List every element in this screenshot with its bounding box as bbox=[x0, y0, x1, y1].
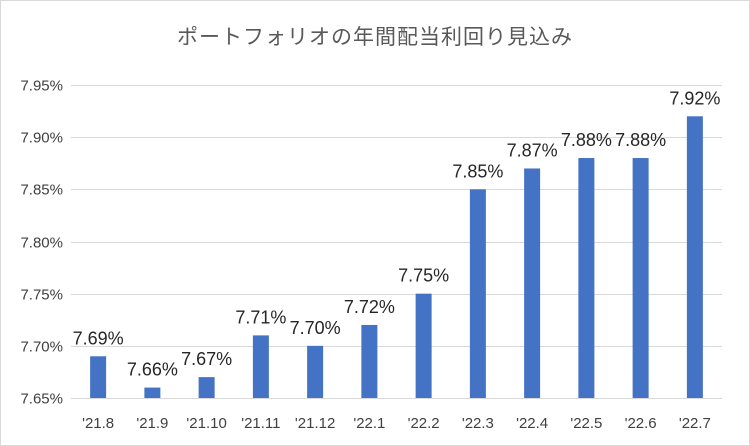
y-tick-label: 7.95% bbox=[20, 78, 63, 95]
data-label: 7.87% bbox=[507, 140, 558, 160]
data-label: 7.85% bbox=[452, 161, 503, 181]
x-tick-label: '21.8 bbox=[82, 415, 114, 432]
data-label: 7.92% bbox=[669, 88, 720, 108]
data-label: 7.88% bbox=[615, 130, 666, 150]
data-label: 7.72% bbox=[344, 297, 395, 317]
x-tick-label: '22.1 bbox=[353, 415, 385, 432]
x-tick-label: '22.6 bbox=[625, 415, 657, 432]
bar bbox=[144, 387, 161, 398]
bar bbox=[198, 377, 215, 398]
bar bbox=[415, 293, 432, 398]
y-tick-label: 7.65% bbox=[20, 391, 63, 408]
y-tick-label: 7.75% bbox=[20, 287, 63, 304]
bar bbox=[307, 345, 324, 398]
bar bbox=[632, 158, 649, 398]
data-label: 7.66% bbox=[127, 360, 178, 380]
chart-title: ポートフォリオの年間配当利回り見込み bbox=[177, 25, 573, 49]
x-tick-label: '21.11 bbox=[241, 415, 280, 432]
y-tick-label: 7.70% bbox=[20, 339, 63, 356]
bar bbox=[90, 356, 107, 398]
data-label: 7.75% bbox=[398, 266, 449, 286]
bar bbox=[469, 189, 486, 398]
x-tick-label: '21.12 bbox=[295, 415, 335, 432]
x-tick-label: '21.9 bbox=[136, 415, 168, 432]
y-tick-label: 7.80% bbox=[20, 235, 63, 252]
x-tick-label: '22.3 bbox=[462, 415, 494, 432]
x-tick-label: '22.4 bbox=[516, 415, 548, 432]
y-tick-label: 7.90% bbox=[20, 130, 63, 147]
data-label: 7.67% bbox=[181, 349, 232, 369]
x-tick-label: '21.10 bbox=[186, 415, 226, 432]
bar bbox=[524, 168, 541, 398]
data-label: 7.71% bbox=[235, 307, 286, 327]
data-label: 7.69% bbox=[73, 328, 124, 348]
y-tick-label: 7.85% bbox=[20, 182, 63, 199]
x-tick-label: '22.2 bbox=[408, 415, 440, 432]
bar bbox=[252, 335, 269, 398]
bar bbox=[361, 324, 378, 398]
bar bbox=[578, 158, 595, 398]
bar bbox=[686, 116, 703, 399]
data-label: 7.70% bbox=[290, 318, 341, 338]
data-label: 7.88% bbox=[561, 130, 612, 150]
x-tick-label: '22.7 bbox=[679, 415, 711, 432]
x-tick-label: '22.5 bbox=[570, 415, 602, 432]
